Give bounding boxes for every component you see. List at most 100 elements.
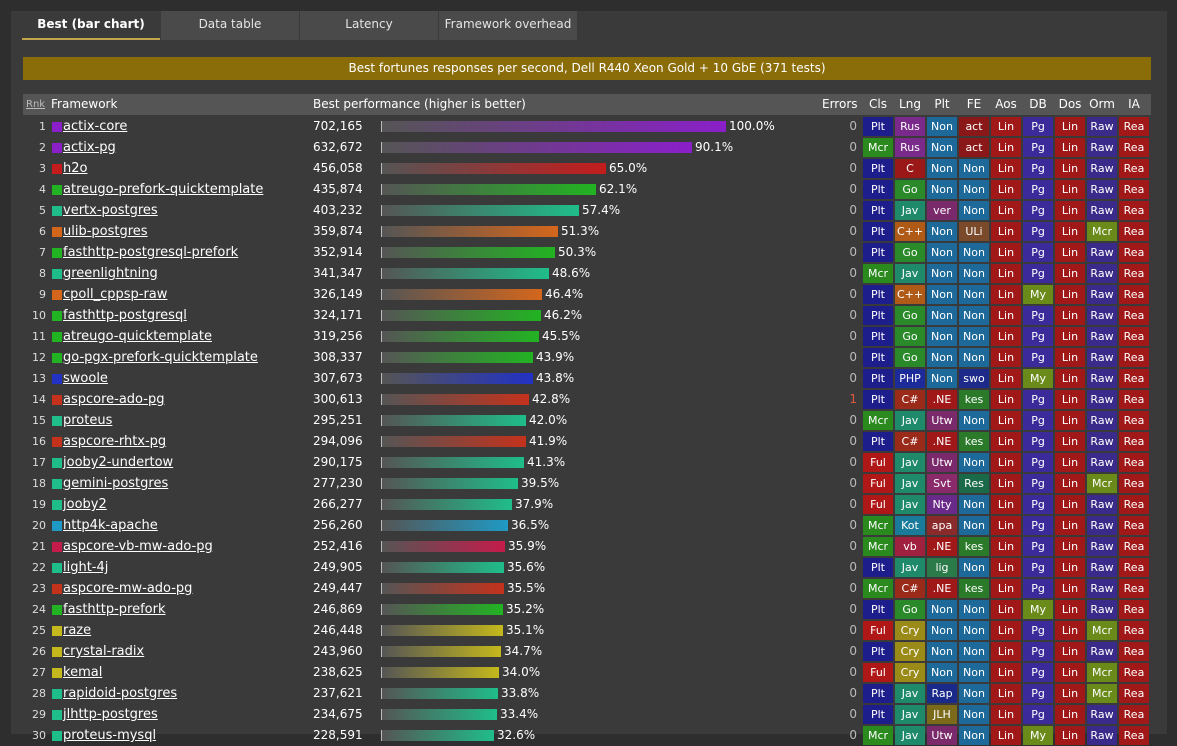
header-cls[interactable]: Cls <box>869 97 887 111</box>
plt-cell: Nty <box>927 495 957 514</box>
lng-cell: Go <box>895 180 925 199</box>
ia-cell: Rea <box>1119 726 1149 745</box>
framework-link[interactable]: kemal <box>63 665 103 680</box>
db-cell: Pg <box>1023 348 1053 367</box>
framework-link[interactable]: fasthttp-postgresql-prefork <box>63 245 239 260</box>
orm-cell: Raw <box>1087 117 1117 136</box>
db-cell: Pg <box>1023 222 1053 241</box>
framework-link[interactable]: aspcore-ado-pg <box>63 392 165 407</box>
framework-link[interactable]: jlhttp-postgres <box>63 707 158 722</box>
ia-cell: Rea <box>1119 264 1149 283</box>
framework-link[interactable]: cpoll_cppsp-raw <box>63 287 168 302</box>
db-cell: Pg <box>1023 201 1053 220</box>
errors-cell: 0 <box>849 119 857 133</box>
framework-link[interactable]: crystal-radix <box>63 644 145 659</box>
performance-bar <box>381 268 549 279</box>
framework-link[interactable]: vertx-postgres <box>63 203 158 218</box>
language-color-swatch <box>52 269 62 279</box>
header-ia[interactable]: IA <box>1128 97 1140 111</box>
orm-cell: Raw <box>1087 138 1117 157</box>
ia-cell: Rea <box>1119 453 1149 472</box>
framework-link[interactable]: rapidoid-postgres <box>63 686 178 701</box>
framework-link[interactable]: fasthttp-postgresql <box>63 308 187 323</box>
header-dos[interactable]: Dos <box>1058 97 1082 111</box>
lng-cell: C++ <box>895 285 925 304</box>
header-fe[interactable]: FE <box>966 97 982 111</box>
framework-link[interactable]: atreugo-prefork-quicktemplate <box>63 182 264 197</box>
framework-link[interactable]: gemini-postgres <box>63 476 169 491</box>
framework-link[interactable]: greenlightning <box>63 266 158 281</box>
framework-link[interactable]: actix-core <box>63 119 128 134</box>
header-aos[interactable]: Aos <box>995 97 1017 111</box>
aos-cell: Lin <box>991 285 1021 304</box>
fe-cell: Non <box>959 264 989 283</box>
performance-bar <box>381 457 524 468</box>
header-orm[interactable]: Orm <box>1089 97 1115 111</box>
cls-cell: Plt <box>863 180 893 199</box>
framework-link[interactable]: light-4j <box>63 560 109 575</box>
framework-link[interactable]: atreugo-quicktemplate <box>63 329 212 344</box>
cls-cell: Mcr <box>863 726 893 745</box>
language-color-swatch <box>52 395 62 405</box>
header-rnk[interactable]: Rnk <box>26 99 46 110</box>
percent-label: 46.4% <box>545 287 584 301</box>
header-best-performance[interactable]: Best performance (higher is better) <box>313 97 526 111</box>
db-cell: Pg <box>1023 180 1053 199</box>
rps-value: 341,347 <box>313 266 363 280</box>
header-db[interactable]: DB <box>1029 97 1047 111</box>
framework-link[interactable]: fasthttp-prefork <box>63 602 166 617</box>
cls-cell: Mcr <box>863 138 893 157</box>
framework-link[interactable]: h2o <box>63 161 88 176</box>
percent-label: 39.5% <box>521 476 560 490</box>
framework-link[interactable]: jooby2-undertow <box>63 455 174 470</box>
framework-link[interactable]: swoole <box>63 371 108 386</box>
framework-link[interactable]: aspcore-rhtx-pg <box>63 434 167 449</box>
header-plt[interactable]: Plt <box>934 97 950 111</box>
framework-link[interactable]: actix-pg <box>63 140 116 155</box>
ia-cell: Rea <box>1119 663 1149 682</box>
framework-link[interactable]: raze <box>63 623 92 638</box>
framework-link[interactable]: http4k-apache <box>63 518 158 533</box>
errors-cell: 0 <box>849 707 857 721</box>
framework-link[interactable]: aspcore-vb-mw-ado-pg <box>63 539 213 554</box>
tab-framework-overhead[interactable]: Framework overhead <box>439 11 577 40</box>
orm-cell: Raw <box>1087 495 1117 514</box>
orm-cell: Mcr <box>1087 684 1117 703</box>
performance-bar <box>381 436 526 447</box>
performance-bar <box>381 499 512 510</box>
framework-link[interactable]: aspcore-mw-ado-pg <box>63 581 193 596</box>
lng-cell: C# <box>895 579 925 598</box>
cls-cell: Plt <box>863 432 893 451</box>
errors-cell: 1 <box>849 392 857 406</box>
cls-cell: Ful <box>863 474 893 493</box>
aos-cell: Lin <box>991 390 1021 409</box>
language-color-swatch <box>52 563 62 573</box>
header-errors[interactable]: Errors <box>822 97 858 111</box>
header-framework[interactable]: Framework <box>51 97 118 111</box>
aos-cell: Lin <box>991 600 1021 619</box>
table-row: 24 fasthttp-prefork 246,869 35.2% 0 Plt Go Non N… <box>23 599 1151 620</box>
fe-cell: kes <box>959 537 989 556</box>
framework-link[interactable]: ulib-postgres <box>63 224 148 239</box>
plt-cell: Non <box>927 369 957 388</box>
percent-label: 32.6% <box>497 728 536 742</box>
framework-link[interactable]: proteus <box>63 413 113 428</box>
tab-latency[interactable]: Latency <box>300 11 438 40</box>
tab-best-bar-chart[interactable]: Best (bar chart) <box>22 11 160 40</box>
header-lng[interactable]: Lng <box>899 97 921 111</box>
rank-cell: 15 <box>32 414 46 427</box>
fe-cell: Non <box>959 558 989 577</box>
performance-bar <box>381 646 501 657</box>
dos-cell: Lin <box>1055 369 1085 388</box>
framework-link[interactable]: proteus-mysql <box>63 728 157 743</box>
lng-cell: Jav <box>895 264 925 283</box>
framework-link[interactable]: go-pgx-prefork-quicktemplate <box>63 350 258 365</box>
dos-cell: Lin <box>1055 264 1085 283</box>
table-header: Rnk Framework Best performance (higher i… <box>23 94 1151 115</box>
cls-cell: Plt <box>863 159 893 178</box>
framework-link[interactable]: jooby2 <box>63 497 107 512</box>
language-color-swatch <box>52 122 62 132</box>
rps-value: 307,673 <box>313 371 363 385</box>
performance-bar <box>381 184 596 195</box>
tab-data-table[interactable]: Data table <box>161 11 299 40</box>
